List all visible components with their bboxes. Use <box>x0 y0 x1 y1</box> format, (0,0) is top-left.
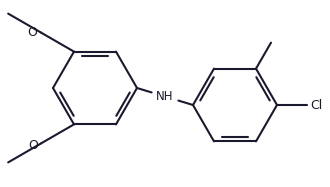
Text: NH: NH <box>156 90 174 103</box>
Text: O: O <box>27 26 37 39</box>
Text: O: O <box>28 139 38 152</box>
Text: Cl: Cl <box>310 99 322 111</box>
